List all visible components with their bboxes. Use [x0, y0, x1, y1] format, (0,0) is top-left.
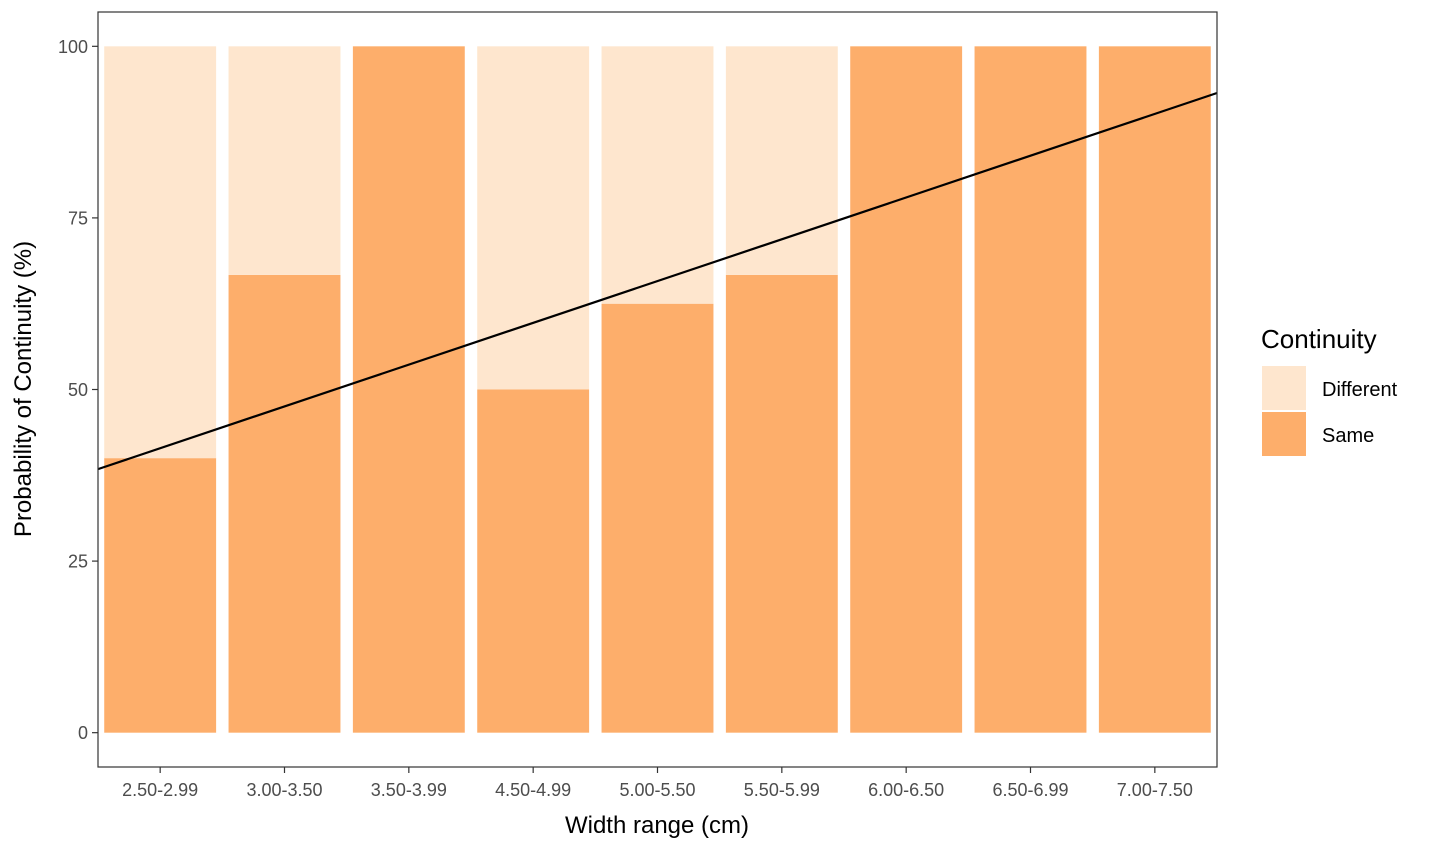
trend-line — [97, 91, 1218, 471]
x-tick-label: 5.00-5.50 — [619, 780, 695, 800]
bar-same-6 — [850, 46, 963, 733]
bar-same-3 — [477, 389, 590, 733]
y-axis: 0 25 50 75 100 — [58, 37, 98, 743]
legend-key-same — [1262, 412, 1306, 456]
x-axis-title: Width range (cm) — [565, 812, 749, 839]
x-tick-label: 6.50-6.99 — [992, 780, 1068, 800]
y-tick-label: 100 — [58, 37, 88, 57]
x-axis: 2.50-2.99 3.00-3.50 3.50-3.99 4.50-4.99 5.00… — [122, 767, 1193, 800]
x-tick-label: 6.00-6.50 — [868, 780, 944, 800]
x-tick-label: 4.50-4.99 — [495, 780, 571, 800]
y-tick-label: 75 — [68, 208, 88, 228]
bar-different-4 — [601, 46, 714, 304]
bar-same-1 — [228, 274, 341, 733]
legend-label-different: Different — [1322, 379, 1398, 401]
legend-title: Continuity — [1261, 324, 1377, 354]
bar-same-2 — [352, 46, 465, 733]
bar-different-3 — [477, 46, 590, 390]
y-tick-label: 50 — [68, 380, 88, 400]
bar-same-4 — [601, 303, 714, 733]
bar-same-8 — [1098, 46, 1211, 733]
bar-different-5 — [725, 46, 838, 275]
bar-same-7 — [974, 46, 1087, 733]
trend-line-group — [97, 91, 1218, 471]
bar-different-0 — [104, 46, 217, 459]
bars-group — [104, 46, 1211, 733]
bar-same-5 — [725, 274, 838, 733]
x-tick-label: 3.00-3.50 — [246, 780, 322, 800]
x-tick-label: 7.00-7.50 — [1117, 780, 1193, 800]
legend-key-different — [1262, 366, 1306, 410]
x-tick-label: 2.50-2.99 — [122, 780, 198, 800]
y-axis-title: Probability of Continuity (%) — [10, 241, 37, 537]
legend-label-same: Same — [1322, 425, 1374, 447]
y-tick-label: 25 — [68, 552, 88, 572]
legend: Continuity Different Same — [1261, 324, 1398, 456]
y-tick-label: 0 — [78, 723, 88, 743]
x-tick-label: 5.50-5.99 — [744, 780, 820, 800]
bar-same-0 — [104, 458, 217, 733]
x-tick-label: 3.50-3.99 — [371, 780, 447, 800]
bar-different-1 — [228, 46, 341, 275]
